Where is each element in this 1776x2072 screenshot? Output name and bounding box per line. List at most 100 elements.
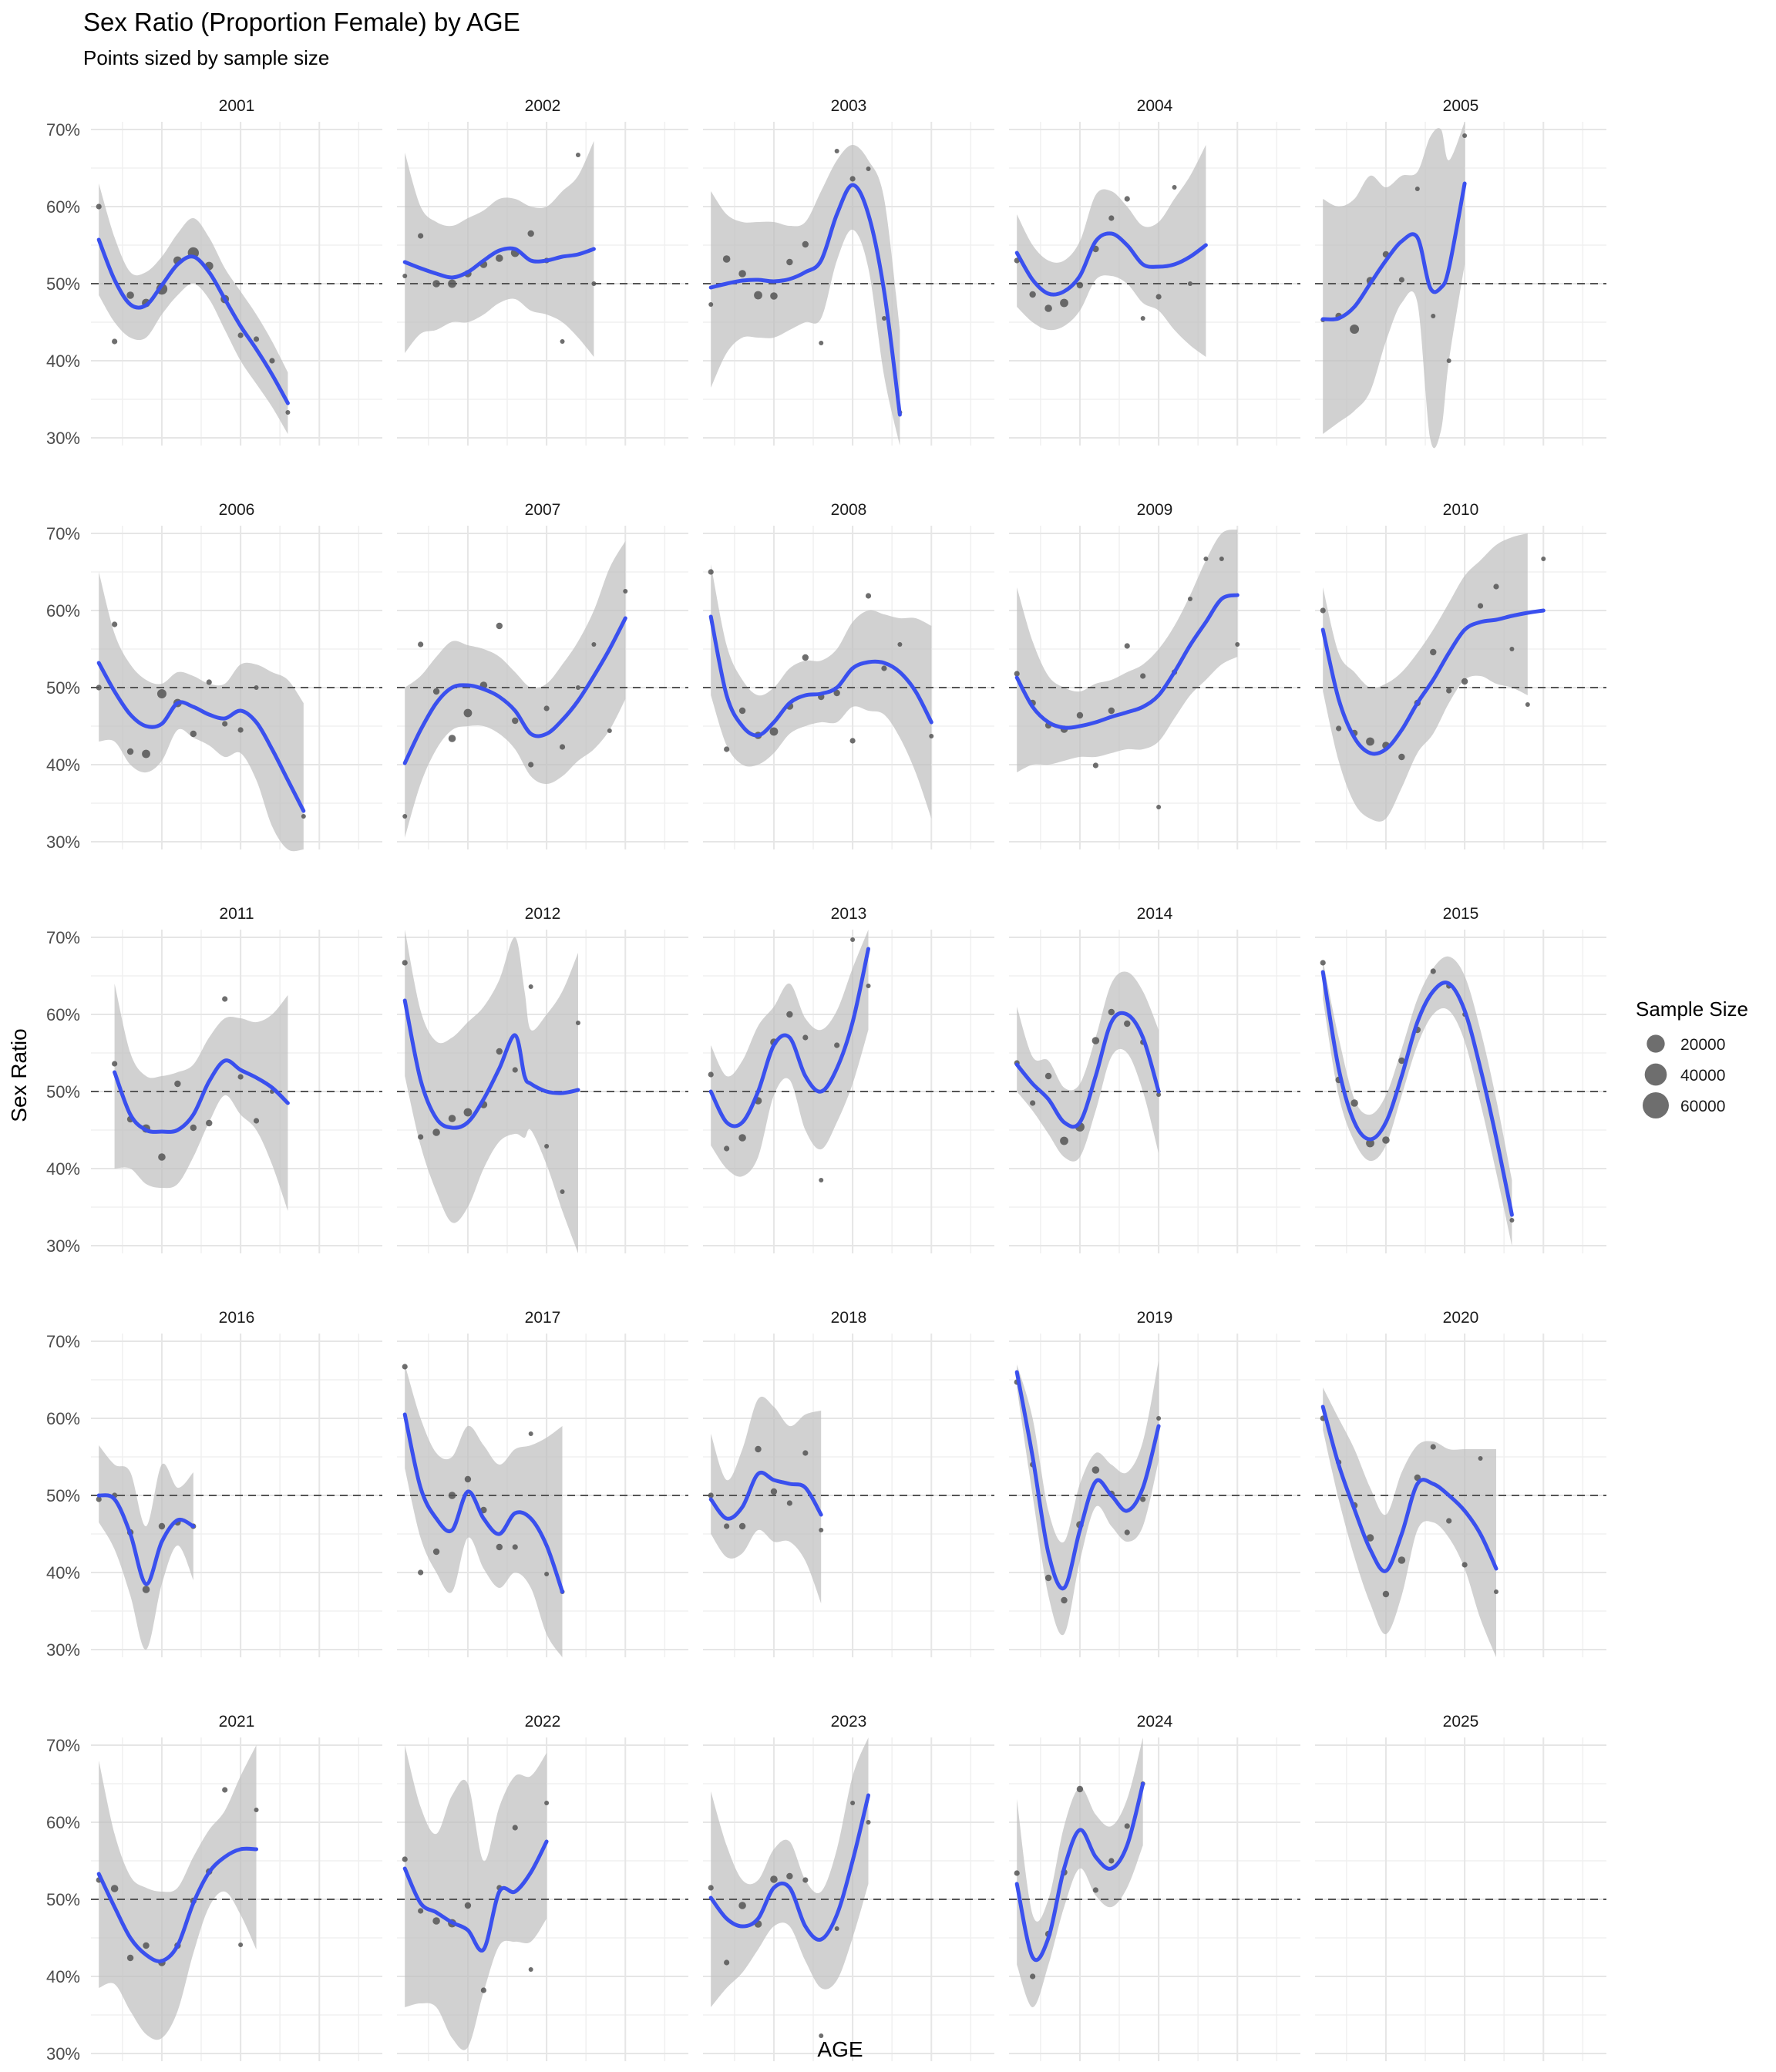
data-point — [575, 153, 580, 157]
facet-strip-label: 2016 — [219, 1309, 255, 1327]
data-point — [496, 254, 503, 262]
facet-panel-2001: 2001 30% 40% 50% 60% 70% — [46, 97, 382, 448]
facet-strip-label: 2013 — [831, 905, 867, 923]
y-tick-label: 60% — [46, 1005, 80, 1024]
confidence-band — [1323, 533, 1528, 822]
data-point — [881, 316, 886, 321]
smooth-line — [1320, 608, 1546, 756]
data-point — [463, 708, 473, 718]
facet-strip-label: 2003 — [831, 97, 867, 115]
data-point — [301, 814, 306, 819]
data-point — [1092, 1887, 1098, 1893]
data-point — [480, 1987, 486, 1993]
facet-panel-2015: 2015 — [1315, 905, 1606, 1253]
data-point — [1140, 1496, 1146, 1502]
y-tick-label: 30% — [46, 1640, 80, 1660]
facet-panel-2016: 2016 30% 40% 50% 60% 70% — [46, 1309, 382, 1660]
data-point — [1430, 648, 1437, 656]
data-point — [112, 621, 118, 627]
data-point — [402, 960, 408, 966]
data-point — [802, 1034, 809, 1041]
data-point — [222, 721, 228, 727]
facet-strip-label: 2001 — [219, 97, 255, 115]
data-point — [866, 1820, 871, 1825]
data-point — [544, 1801, 550, 1805]
facet-panel-2011: 2011 30% 40% 50% 60% 70% — [46, 905, 382, 1256]
data-point — [512, 1067, 518, 1073]
y-tick-label: 50% — [46, 1890, 80, 1909]
y-tick-label: 50% — [46, 1486, 80, 1505]
data-point — [112, 338, 118, 345]
data-point — [448, 1115, 456, 1122]
facet-strip-label: 2011 — [219, 905, 254, 923]
facet-strip-label: 2009 — [1137, 501, 1173, 519]
data-point — [1493, 1589, 1498, 1594]
data-point — [1446, 688, 1452, 694]
data-point — [206, 679, 212, 685]
y-tick-label: 50% — [46, 274, 80, 294]
y-tick-label: 60% — [46, 197, 80, 217]
data-point — [560, 339, 565, 344]
data-point — [738, 1134, 746, 1142]
data-point — [738, 707, 746, 715]
data-point — [1014, 1870, 1020, 1876]
data-point — [463, 1108, 473, 1117]
facet-panel-2017: 2017 — [397, 1309, 688, 1657]
confidence-band — [1323, 122, 1465, 449]
data-point — [402, 814, 408, 819]
data-point — [402, 1364, 408, 1370]
data-point — [254, 685, 259, 690]
data-point — [819, 341, 824, 345]
y-tick-label: 40% — [46, 1967, 80, 1986]
data-point — [96, 204, 102, 210]
data-point — [464, 1475, 472, 1483]
smooth-line — [402, 1412, 564, 1594]
facet-panel-2022: 202251015 — [397, 1713, 688, 2061]
data-point — [126, 748, 134, 755]
data-point — [126, 1954, 134, 1962]
data-point — [1140, 316, 1145, 321]
data-point — [432, 688, 440, 695]
data-point — [1060, 298, 1068, 308]
data-point — [237, 332, 244, 338]
data-points — [96, 621, 306, 819]
data-point — [1509, 647, 1515, 651]
confidence-band — [711, 564, 932, 819]
y-tick-label: 40% — [46, 755, 80, 775]
data-point — [1446, 358, 1451, 363]
smooth-line — [402, 616, 627, 765]
data-point — [849, 176, 856, 182]
data-point — [432, 1128, 440, 1136]
data-point — [1366, 1534, 1374, 1542]
smooth-line — [402, 246, 596, 280]
smooth-line — [96, 661, 306, 813]
data-point — [464, 1902, 472, 1909]
data-point — [575, 685, 580, 690]
data-point — [418, 641, 424, 648]
facet-strip-label: 2019 — [1137, 1309, 1173, 1327]
y-tick-label: 40% — [46, 1563, 80, 1583]
data-point — [834, 1926, 839, 1931]
data-point — [448, 279, 456, 288]
smooth-line — [1320, 970, 1514, 1217]
data-point — [190, 730, 197, 738]
data-point — [237, 727, 244, 733]
data-point — [724, 1959, 730, 1966]
data-point — [496, 622, 503, 630]
legend-label: 40000 — [1680, 1067, 1725, 1085]
data-point — [708, 569, 714, 575]
data-point — [1092, 1037, 1100, 1044]
facet-panel-2013: 2013 — [703, 905, 994, 1253]
chart-subtitle: Points sized by sample size — [83, 46, 329, 69]
smooth-line — [402, 998, 580, 1130]
data-point — [544, 1144, 550, 1149]
facet-panel-2005: 2005 — [1315, 97, 1606, 449]
facet-panel-2009: 2009 — [1009, 501, 1300, 849]
data-point — [833, 689, 840, 697]
data-point — [254, 1808, 259, 1812]
smooth-line — [1014, 231, 1208, 297]
data-point — [849, 738, 856, 744]
data-point — [819, 2033, 824, 2038]
data-point — [253, 336, 260, 342]
data-point — [881, 665, 887, 671]
